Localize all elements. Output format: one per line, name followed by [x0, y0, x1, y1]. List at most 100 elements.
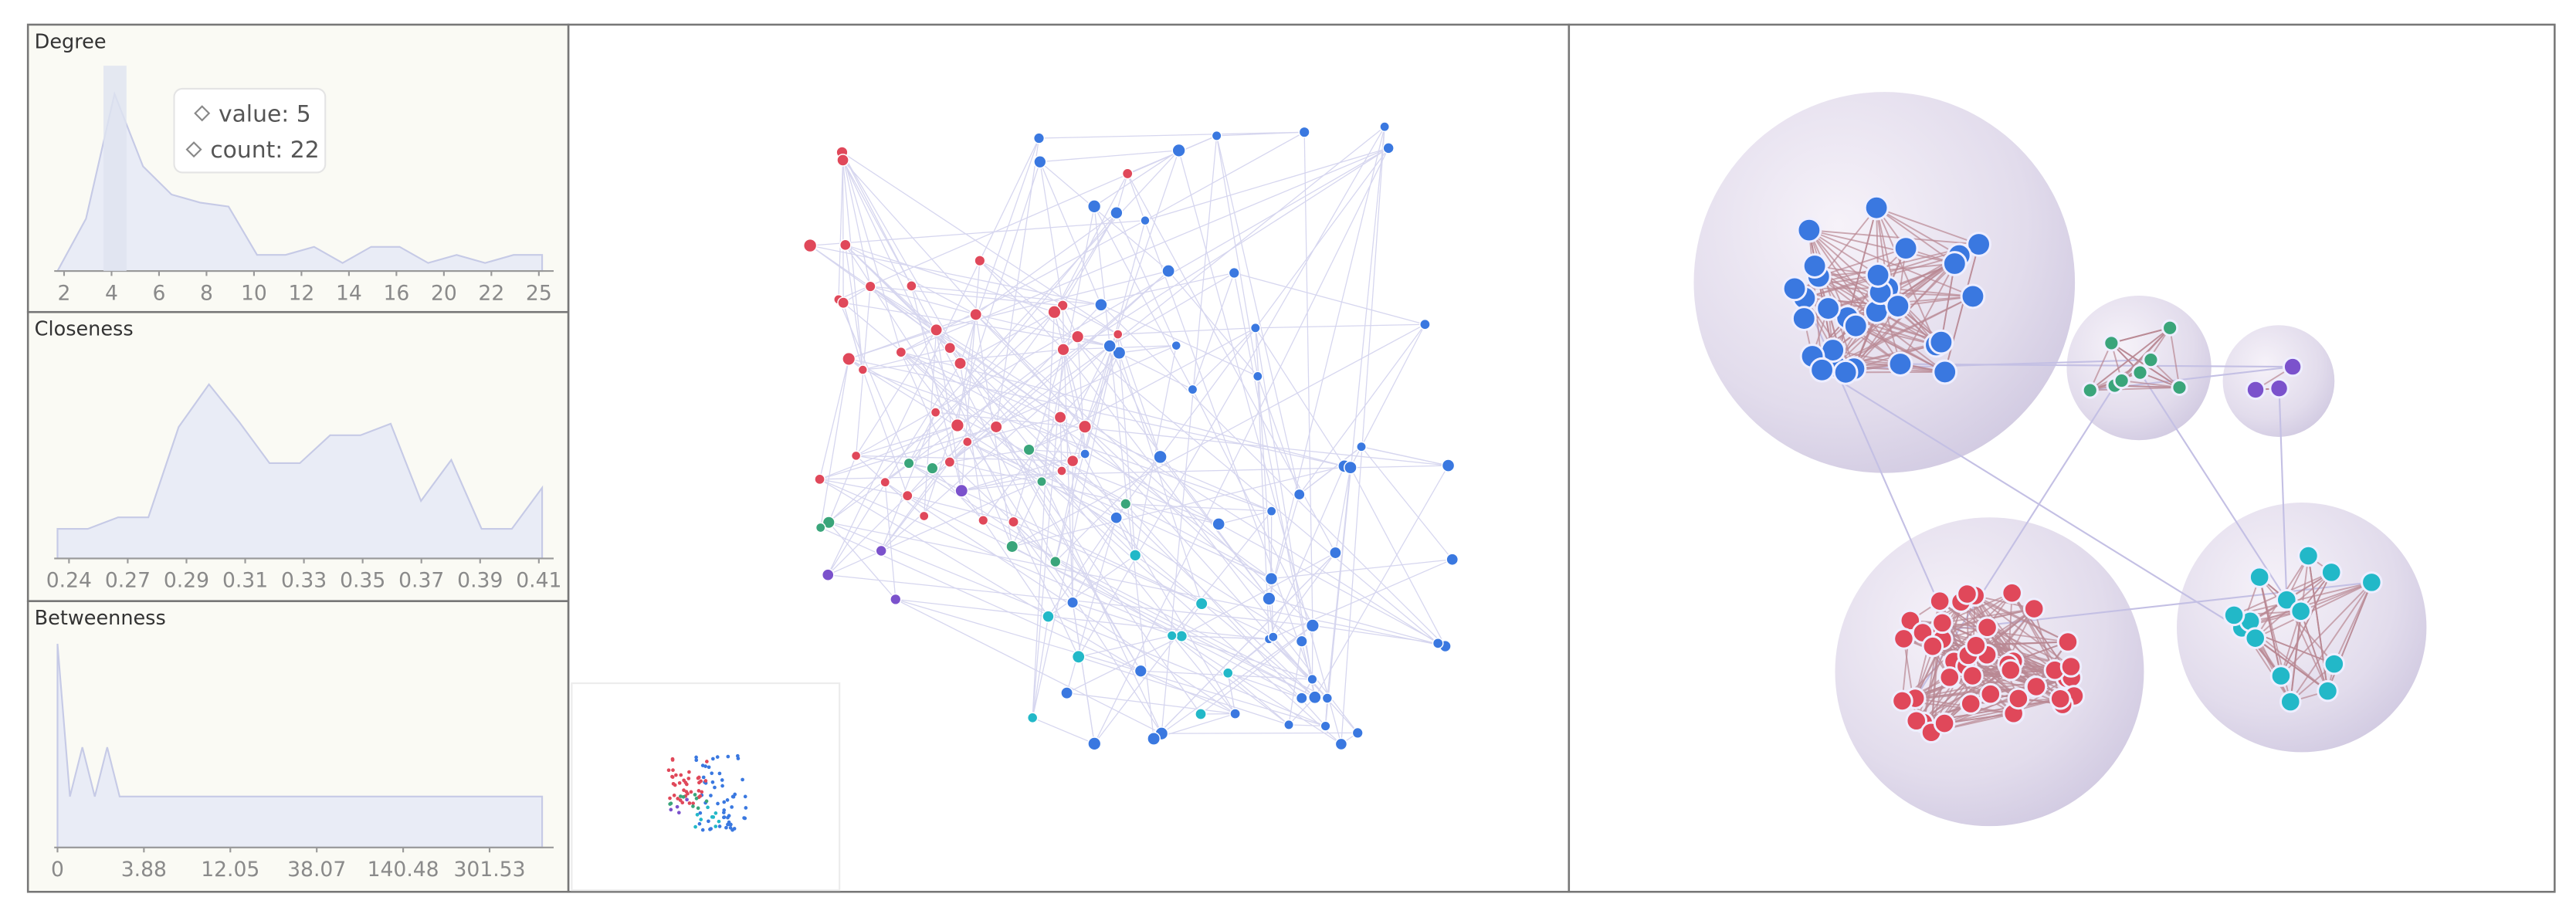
edge [810, 245, 1102, 306]
edge [838, 160, 844, 300]
edge [1255, 323, 1425, 329]
edge [959, 137, 1040, 364]
node [2320, 561, 2343, 584]
edge [979, 260, 1118, 335]
mini-node [699, 779, 703, 784]
area [56, 383, 544, 560]
edge [1055, 456, 1161, 563]
x-tick-label: 0.24 [46, 569, 92, 593]
node [1893, 235, 1919, 262]
mini-node [720, 784, 724, 788]
mini-node [691, 804, 695, 808]
x-tick-label: 140.48 [368, 858, 439, 882]
mini-node [700, 763, 705, 767]
mini-node [722, 815, 727, 819]
node [1832, 359, 1859, 385]
node [814, 473, 825, 486]
edge [967, 442, 1013, 547]
node [1008, 516, 1019, 528]
edge [982, 520, 1049, 618]
edge [1119, 352, 1193, 391]
edge [829, 522, 1446, 647]
edge [809, 245, 1272, 580]
edge [949, 270, 1169, 462]
edge [961, 490, 1202, 604]
mini-node [724, 825, 728, 830]
edge [1039, 150, 1179, 163]
mini-node [686, 777, 691, 780]
node [1976, 616, 1998, 638]
intra-edge [1942, 592, 2013, 624]
mini-node [672, 794, 676, 797]
edge [1012, 349, 1064, 523]
node [1056, 465, 1067, 476]
edge [1178, 150, 1342, 745]
intra-edge [2280, 571, 2333, 676]
node [1865, 262, 1891, 288]
mini-node [671, 781, 676, 786]
mini-node [710, 780, 715, 784]
mini-node [700, 790, 704, 794]
node [1005, 540, 1019, 553]
edge [848, 313, 976, 360]
edge [842, 160, 912, 286]
edge [957, 314, 977, 426]
edge [1032, 717, 1095, 744]
mini-node [710, 771, 714, 775]
edge [1116, 173, 1128, 213]
mini-node [696, 806, 700, 811]
x-tick-label: 301.53 [454, 858, 526, 882]
node [1791, 306, 1817, 331]
edge [1039, 161, 1102, 306]
node [2245, 379, 2266, 401]
node [1195, 597, 1208, 611]
edge [1341, 127, 1385, 744]
edge [845, 244, 937, 330]
edge [907, 495, 1316, 698]
node [1891, 689, 1913, 713]
intra-edge [1944, 608, 2035, 724]
edge [810, 220, 1146, 246]
edge [884, 482, 897, 600]
intra-edge [1916, 669, 2012, 722]
node [839, 239, 852, 252]
edge [1078, 126, 1385, 658]
node [1781, 276, 1808, 302]
edge [1361, 446, 1449, 466]
x-tick-label: 6 [152, 281, 165, 305]
mini-node [697, 821, 702, 826]
node [1071, 649, 1086, 664]
node [1053, 411, 1067, 424]
edge [842, 160, 863, 371]
node [1033, 155, 1047, 169]
node [1295, 635, 1308, 648]
edge [820, 526, 1235, 715]
edge [1181, 552, 1336, 637]
intra-edge [1808, 229, 1879, 276]
edge [975, 313, 1086, 428]
x-tick-label: 0.37 [398, 569, 444, 593]
node [1815, 296, 1841, 321]
node [926, 462, 939, 475]
edge [1072, 602, 1095, 744]
edge [1039, 161, 1063, 306]
edge [845, 244, 977, 315]
x-tick-label: 2 [58, 281, 71, 305]
edge [1032, 333, 1119, 718]
x-tick-label: 22 [478, 281, 504, 305]
mini-node [670, 758, 675, 762]
edge [884, 482, 1235, 715]
node [1047, 305, 1062, 320]
edge [1171, 635, 1269, 640]
node [837, 296, 850, 310]
x-tick-label: 20 [431, 281, 457, 305]
area [56, 91, 544, 273]
mini-node [709, 794, 713, 797]
edge [869, 286, 951, 349]
edge [828, 522, 897, 600]
mini-node [668, 796, 672, 801]
mini-node [679, 773, 683, 777]
node [2056, 631, 2079, 653]
edge [1269, 559, 1453, 640]
